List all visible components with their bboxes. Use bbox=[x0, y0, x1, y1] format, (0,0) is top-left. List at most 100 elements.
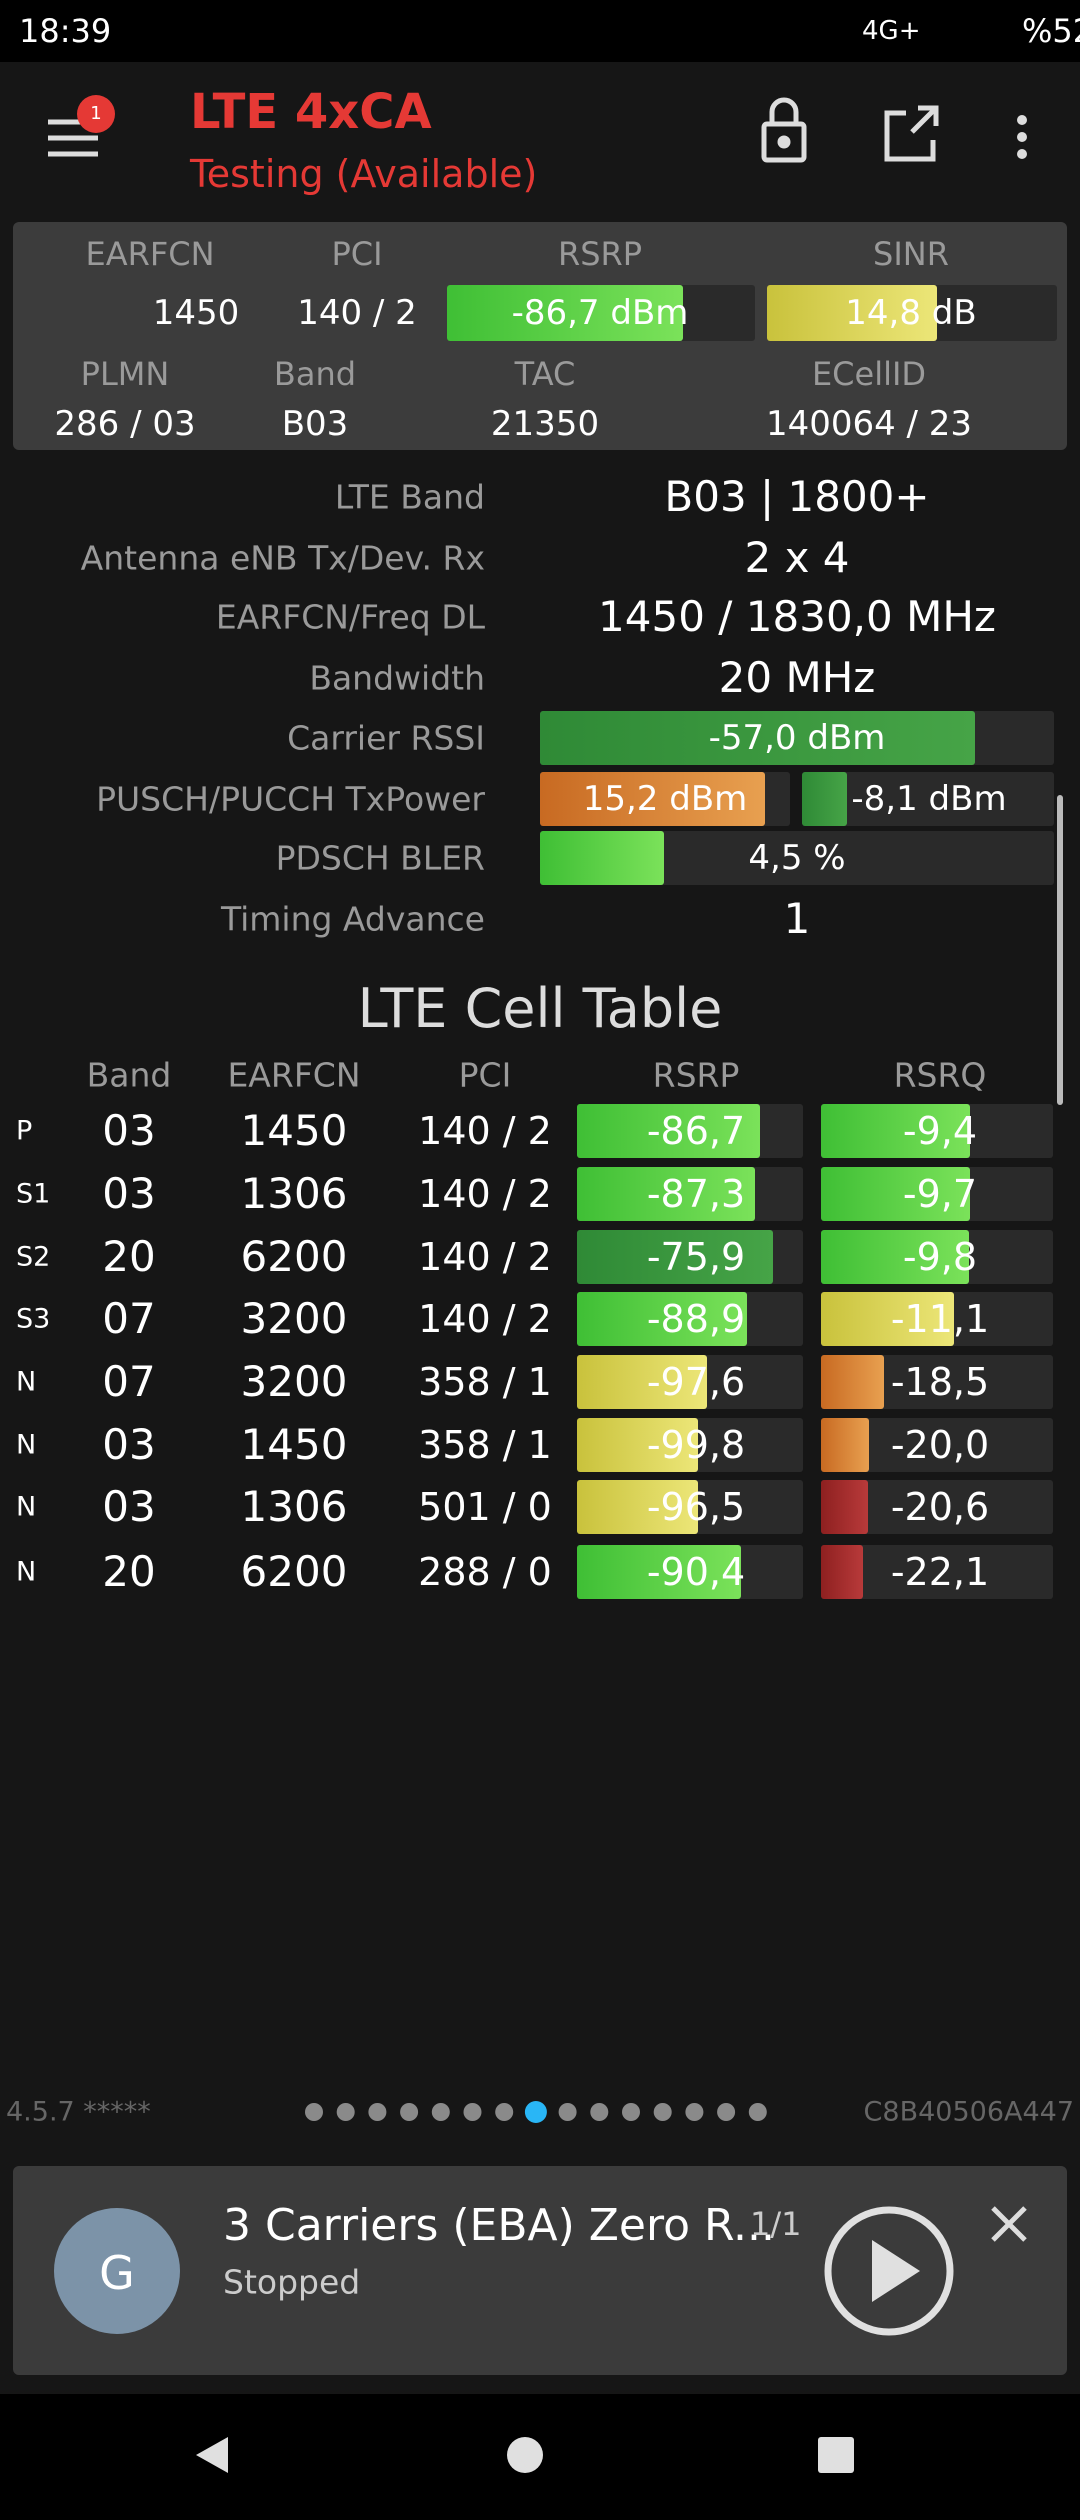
row-type: P bbox=[16, 1115, 33, 1147]
page-dot[interactable] bbox=[524, 2101, 547, 2123]
rsrp-bar bbox=[577, 1418, 698, 1472]
detail-value: -57,0 dBm bbox=[708, 718, 886, 758]
table-header: RSRQ bbox=[893, 1055, 987, 1095]
back-button[interactable] bbox=[196, 2437, 228, 2473]
summary-label: RSRP bbox=[557, 235, 643, 273]
notification-status: Stopped bbox=[223, 2262, 361, 2302]
row-type: N bbox=[16, 1556, 37, 1588]
notification-title: 3 Carriers (EBA) Zero R... bbox=[223, 2200, 775, 2251]
play-icon[interactable] bbox=[872, 2240, 920, 2302]
detail-value: 2 x 4 bbox=[744, 533, 850, 582]
detail-label: Timing Advance bbox=[220, 899, 485, 939]
band: 03 bbox=[102, 1169, 156, 1218]
detail-value: 15,2 dBm bbox=[582, 779, 748, 819]
badge-count: 1 bbox=[90, 103, 102, 124]
notification-card bbox=[13, 2166, 1067, 2375]
earfcn: 3200 bbox=[240, 1357, 348, 1406]
band: 20 bbox=[102, 1547, 156, 1596]
rsrq: -20,6 bbox=[890, 1485, 990, 1529]
summary-label: PCI bbox=[331, 235, 383, 273]
rsrq: -20,0 bbox=[890, 1423, 990, 1467]
recents-button[interactable] bbox=[818, 2437, 854, 2473]
page-dot[interactable] bbox=[622, 2103, 640, 2121]
more-icon[interactable] bbox=[1017, 115, 1027, 159]
page-dot[interactable] bbox=[305, 2103, 323, 2121]
detail-value: 20 MHz bbox=[718, 653, 876, 702]
table-header: PCI bbox=[458, 1055, 512, 1095]
page-dot[interactable] bbox=[748, 2103, 767, 2121]
rsrq: -11,1 bbox=[890, 1297, 990, 1341]
summary-label: EARFCN bbox=[85, 235, 215, 273]
close-icon[interactable] bbox=[991, 2206, 1027, 2242]
status-bar bbox=[0, 0, 1080, 62]
page-dot[interactable] bbox=[431, 2103, 450, 2121]
page-dot[interactable] bbox=[653, 2103, 672, 2121]
detail-value: 1 bbox=[783, 894, 811, 943]
play-button[interactable] bbox=[824, 2206, 954, 2336]
page-dots bbox=[305, 2101, 767, 2123]
band: 03 bbox=[102, 1420, 156, 1469]
lock-icon[interactable] bbox=[761, 97, 807, 163]
home-button[interactable] bbox=[507, 2437, 543, 2473]
network-type: 4G+ bbox=[862, 16, 921, 46]
page-dot[interactable] bbox=[685, 2103, 704, 2121]
summary-value: 286 / 03 bbox=[54, 404, 196, 444]
rsrp: -88,9 bbox=[646, 1297, 746, 1341]
battery: %52 bbox=[1022, 12, 1080, 50]
summary-value: 140064 / 23 bbox=[765, 404, 973, 444]
band: 07 bbox=[102, 1294, 156, 1343]
page-dot[interactable] bbox=[558, 2103, 577, 2121]
pci: 358 / 1 bbox=[418, 1360, 552, 1404]
rsrq: -9,8 bbox=[902, 1235, 978, 1279]
page-dot[interactable] bbox=[400, 2103, 419, 2121]
share-icon[interactable] bbox=[884, 105, 939, 162]
rsrp-bar bbox=[577, 1167, 755, 1221]
rsrp: -75,9 bbox=[646, 1235, 746, 1279]
summary-value: 1450 bbox=[152, 293, 240, 333]
rsrp: -99,8 bbox=[646, 1423, 746, 1467]
page-dot[interactable] bbox=[495, 2103, 514, 2121]
detail-label: PUSCH/PUCCH TxPower bbox=[96, 779, 485, 819]
rsrq-bar bbox=[821, 1104, 970, 1158]
page-dot[interactable] bbox=[590, 2103, 609, 2121]
rsrq-bar bbox=[821, 1480, 868, 1534]
row-type: S2 bbox=[16, 1241, 51, 1273]
rsrp: -90,4 bbox=[646, 1550, 746, 1594]
row-type: N bbox=[16, 1429, 37, 1461]
rsrq-bar bbox=[821, 1418, 869, 1472]
row-type: N bbox=[16, 1366, 37, 1398]
table-header: Band bbox=[86, 1055, 172, 1095]
detail-label: LTE Band bbox=[334, 477, 485, 517]
rsrp: -96,5 bbox=[646, 1485, 746, 1529]
table-header: RSRP bbox=[652, 1055, 740, 1095]
device-id: C8B40506A447 bbox=[863, 2096, 1074, 2128]
detail-value: -8,1 dBm bbox=[851, 779, 1007, 819]
pci: 501 / 0 bbox=[418, 1485, 552, 1529]
rsrq: -9,4 bbox=[902, 1109, 978, 1153]
page-dot[interactable] bbox=[368, 2103, 387, 2121]
page-dot[interactable] bbox=[336, 2103, 355, 2121]
rsrq-bar bbox=[821, 1167, 970, 1221]
pci: 358 / 1 bbox=[418, 1423, 552, 1467]
pci: 288 / 0 bbox=[418, 1550, 552, 1594]
band: 03 bbox=[102, 1106, 156, 1155]
rsrp-bar bbox=[447, 285, 683, 341]
rsrp-bar bbox=[577, 1545, 741, 1599]
rsrp: -86,7 bbox=[646, 1109, 746, 1153]
table-title: LTE Cell Table bbox=[357, 977, 723, 1040]
rsrp-bar bbox=[577, 1480, 698, 1534]
pci: 140 / 2 bbox=[418, 1172, 552, 1216]
rsrq: -18,5 bbox=[890, 1360, 990, 1404]
page-dot[interactable] bbox=[463, 2103, 482, 2121]
rsrp-bar bbox=[577, 1355, 707, 1409]
page-dot[interactable] bbox=[717, 2103, 736, 2121]
rsrq-bar bbox=[821, 1545, 863, 1599]
detail-value: 4,5 % bbox=[748, 838, 846, 878]
earfcn: 1450 bbox=[240, 1420, 348, 1469]
pci: 140 / 2 bbox=[418, 1109, 552, 1153]
earfcn: 6200 bbox=[240, 1232, 348, 1281]
status-time: 18:39 bbox=[19, 12, 112, 50]
rsrq-bar bbox=[821, 1230, 969, 1284]
row-type: N bbox=[16, 1491, 37, 1523]
